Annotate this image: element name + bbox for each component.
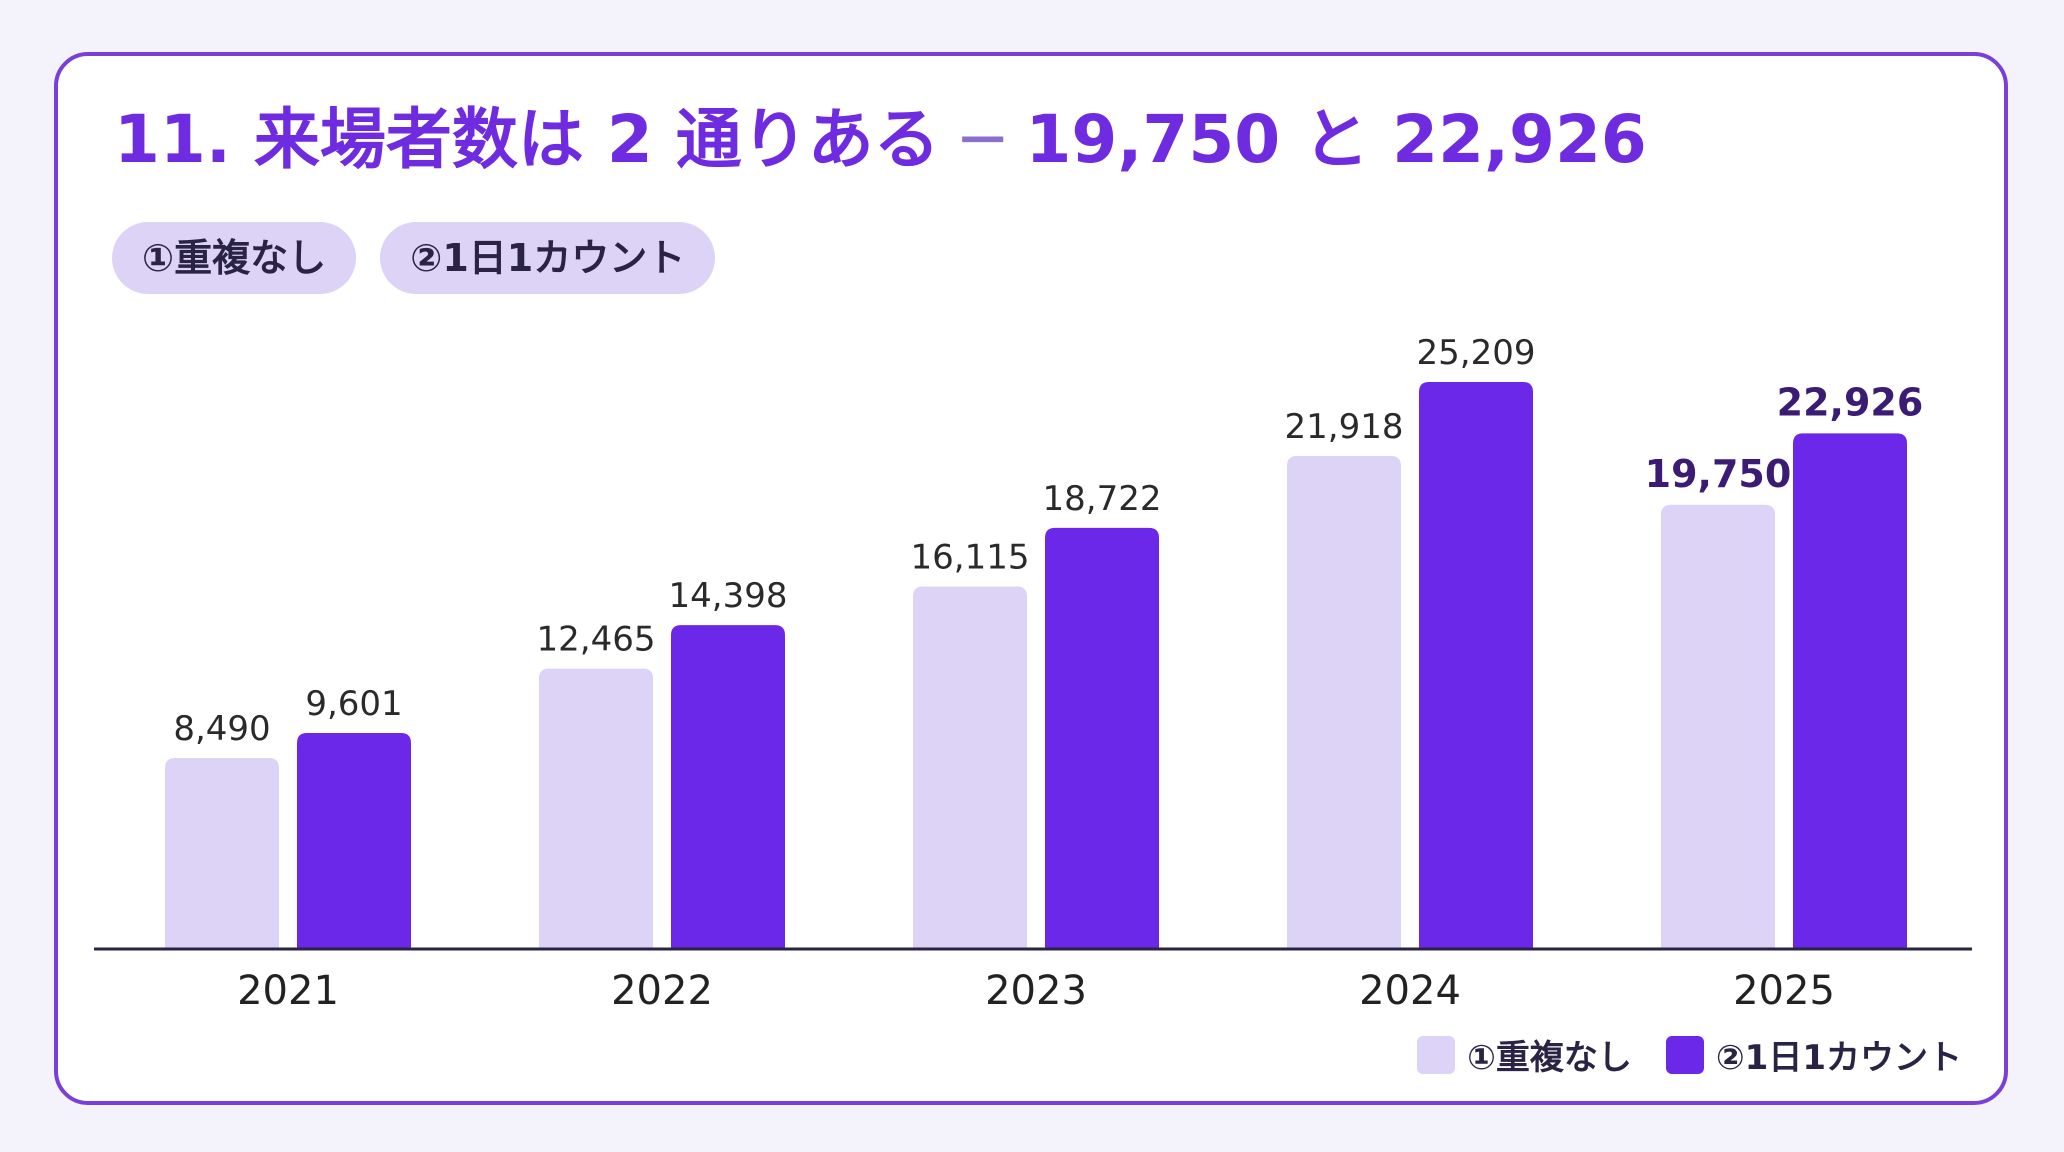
bar-no-duplicate-2022 [539,668,653,949]
legend-item-no-duplicate: ①重複なし [1417,1030,1632,1079]
legend-label-daily-count: ②1日1カウント [1715,1038,1962,1078]
value-label-no-duplicate-2022: 12,465 [537,620,656,660]
value-label-no-duplicate-2024: 21,918 [1285,407,1404,447]
bar-no-duplicate-2021 [165,758,279,949]
title-dash: ─ [939,101,1026,178]
pill-daily-count[interactable]: ②1日1カウント [380,222,716,294]
title-value-b: 22,926 [1392,101,1647,178]
value-label-no-duplicate-2023: 16,115 [911,538,1030,578]
value-label-daily-count-2023: 18,722 [1043,479,1162,519]
filter-pills: ①重複なし ②1日1カウント [112,222,716,294]
pill-no-duplicate[interactable]: ①重複なし [112,222,357,294]
bar-daily-count-2021 [297,733,411,949]
chart-card: 11. 来場者数は 2 通りある ─ 19,750 と 22,926 ①重複なし… [54,52,2008,1105]
title-value-a: 19,750 [1025,101,1281,178]
bar-daily-count-2023 [1045,527,1159,949]
x-tick-2021: 2021 [237,968,339,1014]
x-tick-2023: 2023 [985,968,1087,1014]
value-label-daily-count-2021: 9,601 [305,684,402,724]
legend-item-daily-count: ②1日1カウント [1665,1030,1962,1079]
value-label-daily-count-2025: 22,926 [1777,380,1924,424]
x-tick-2025: 2025 [1733,968,1835,1014]
bar-daily-count-2022 [671,625,785,949]
legend: ①重複なし ②1日1カウント [1417,1030,1962,1079]
legend-label-no-duplicate: ①重複なし [1467,1038,1632,1078]
value-label-no-duplicate-2021: 8,490 [173,709,270,749]
legend-swatch-dark [1665,1035,1704,1074]
page-title: 11. 来場者数は 2 通りある ─ 19,750 と 22,926 [114,100,1647,179]
bar-daily-count-2025 [1793,433,1907,950]
title-text: 11. 来場者数は 2 通りある [114,101,940,178]
bar-daily-count-2024 [1419,382,1533,949]
bar-chart: 8,490 9,601 2021 12,465 14,398 2022 16,115 18,7… [94,333,1972,1014]
bar-no-duplicate-2024 [1287,456,1401,949]
title-connector: と [1280,101,1393,178]
bar-no-duplicate-2025 [1661,504,1775,949]
x-tick-2022: 2022 [611,968,713,1014]
bar-no-duplicate-2023 [913,586,1027,949]
x-tick-2024: 2024 [1359,968,1461,1014]
value-label-no-duplicate-2025: 19,750 [1645,452,1792,496]
value-label-daily-count-2022: 14,398 [669,576,788,616]
legend-swatch-light [1417,1035,1456,1074]
value-label-daily-count-2024: 25,209 [1417,333,1536,373]
